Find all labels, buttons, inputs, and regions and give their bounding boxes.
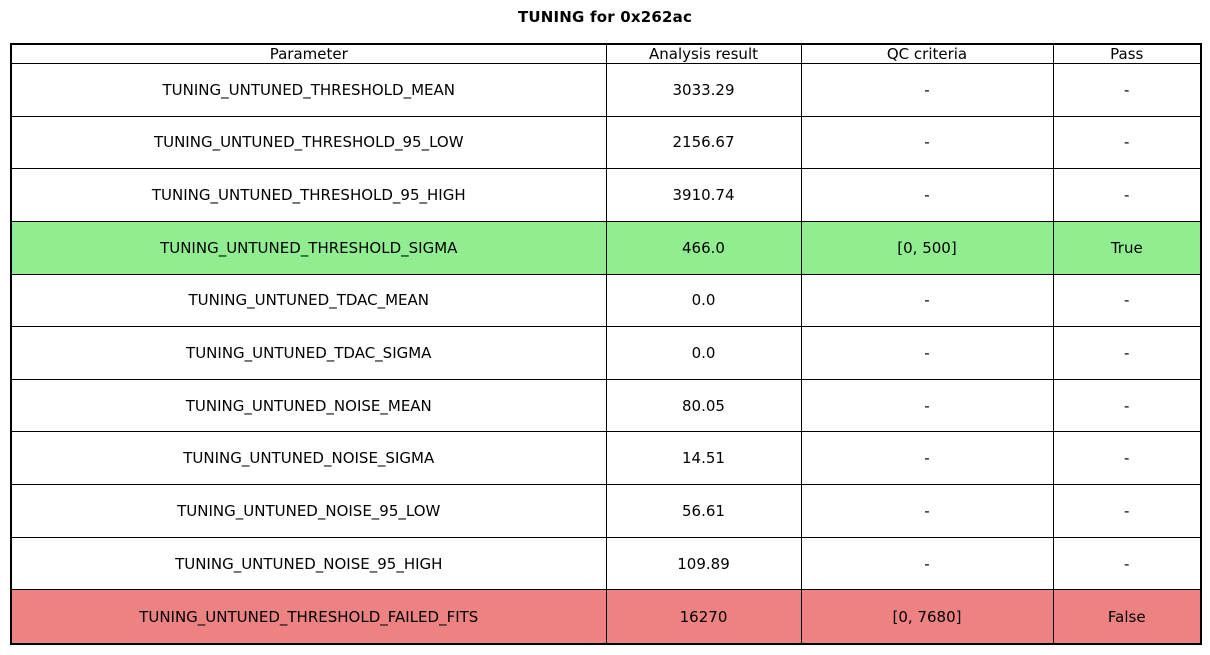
cell-parameter: TUNING_UNTUNED_THRESHOLD_FAILED_FITS xyxy=(10,589,607,645)
table-row: TUNING_UNTUNED_NOISE_SIGMA 14.51- - xyxy=(10,431,1202,486)
table-row: TUNING_UNTUNED_TDAC_MEAN 0.0- - xyxy=(10,273,1202,328)
cell-analysis-result: 56.61 xyxy=(605,484,802,538)
cell-parameter: TUNING_UNTUNED_THRESHOLD_MEAN xyxy=(10,63,607,117)
cell-pass: - xyxy=(1052,378,1202,433)
cell-qc-criteria: - xyxy=(800,63,1054,117)
cell-analysis-result: 16270 xyxy=(605,589,802,645)
cell-parameter: TUNING_UNTUNED_NOISE_95_LOW xyxy=(10,484,607,538)
cell-pass: True xyxy=(1052,220,1202,275)
cell-analysis-result: 466.0 xyxy=(605,220,802,275)
cell-qc-criteria: - xyxy=(800,378,1054,433)
cell-parameter: TUNING_UNTUNED_TDAC_MEAN xyxy=(10,273,607,328)
table-row: TUNING_UNTUNED_THRESHOLD_95_LOW 2156.67- - xyxy=(10,115,1202,170)
cell-qc-criteria: - xyxy=(800,168,1054,222)
cell-qc-criteria: - xyxy=(800,273,1054,328)
column-header-qc-criteria: QC criteria xyxy=(800,43,1054,64)
cell-qc-criteria: - xyxy=(800,431,1054,486)
column-header-parameter: Parameter xyxy=(10,43,607,64)
cell-parameter: TUNING_UNTUNED_NOISE_SIGMA xyxy=(10,431,607,486)
header-row: Parameter Analysis result QC criteria Pass xyxy=(10,43,1202,64)
cell-pass: - xyxy=(1052,431,1202,486)
cell-analysis-result: 3910.74 xyxy=(605,168,802,222)
cell-pass: - xyxy=(1052,273,1202,328)
cell-pass: - xyxy=(1052,536,1202,591)
cell-analysis-result: 14.51 xyxy=(605,431,802,486)
cell-parameter: TUNING_UNTUNED_NOISE_MEAN xyxy=(10,378,607,433)
cell-parameter: TUNING_UNTUNED_TDAC_SIGMA xyxy=(10,326,607,380)
table-row: TUNING_UNTUNED_THRESHOLD_MEAN 3033.29- - xyxy=(10,63,1202,117)
cell-qc-criteria: - xyxy=(800,115,1054,170)
table-row: TUNING_UNTUNED_THRESHOLD_FAILED_FITS 1627… xyxy=(10,589,1202,645)
cell-analysis-result: 109.89 xyxy=(605,536,802,591)
cell-analysis-result: 0.0 xyxy=(605,326,802,380)
cell-parameter: TUNING_UNTUNED_NOISE_95_HIGH xyxy=(10,536,607,591)
qc-table: Parameter Analysis result QC criteria Pass … xyxy=(10,43,1202,645)
cell-pass: - xyxy=(1052,168,1202,222)
table-row: TUNING_UNTUNED_THRESHOLD_SIGMA 466.0 [0, 5… xyxy=(10,220,1202,275)
cell-qc-criteria: - xyxy=(800,484,1054,538)
cell-analysis-result: 3033.29 xyxy=(605,63,802,117)
table-row: TUNING_UNTUNED_NOISE_95_LOW 56.61- - xyxy=(10,484,1202,538)
table-row: TUNING_UNTUNED_NOISE_MEAN 80.05- - xyxy=(10,378,1202,433)
table-row: TUNING_UNTUNED_THRESHOLD_95_HIGH 3910.74-… xyxy=(10,168,1202,222)
figure-title: TUNING for 0x262ac xyxy=(517,8,693,26)
cell-parameter: TUNING_UNTUNED_THRESHOLD_SIGMA xyxy=(10,220,607,275)
table-row: TUNING_UNTUNED_TDAC_SIGMA 0.0- - xyxy=(10,326,1202,380)
cell-pass: - xyxy=(1052,326,1202,380)
table-body: TUNING_UNTUNED_THRESHOLD_MEAN 3033.29- - TU… xyxy=(10,63,1202,645)
cell-pass: - xyxy=(1052,115,1202,170)
cell-qc-criteria: - xyxy=(800,536,1054,591)
cell-analysis-result: 0.0 xyxy=(605,273,802,328)
table-row: TUNING_UNTUNED_NOISE_95_HIGH 109.89- - xyxy=(10,536,1202,591)
cell-pass: False xyxy=(1052,589,1202,645)
cell-parameter: TUNING_UNTUNED_THRESHOLD_95_HIGH xyxy=(10,168,607,222)
cell-analysis-result: 2156.67 xyxy=(605,115,802,170)
cell-analysis-result: 80.05 xyxy=(605,378,802,433)
cell-qc-criteria: [0, 7680] xyxy=(800,589,1054,645)
cell-pass: - xyxy=(1052,63,1202,117)
cell-parameter: TUNING_UNTUNED_THRESHOLD_95_LOW xyxy=(10,115,607,170)
column-header-analysis-result: Analysis result xyxy=(605,43,802,64)
cell-qc-criteria: - xyxy=(800,326,1054,380)
column-header-pass: Pass xyxy=(1052,43,1202,64)
cell-pass: - xyxy=(1052,484,1202,538)
cell-qc-criteria: [0, 500] xyxy=(800,220,1054,275)
